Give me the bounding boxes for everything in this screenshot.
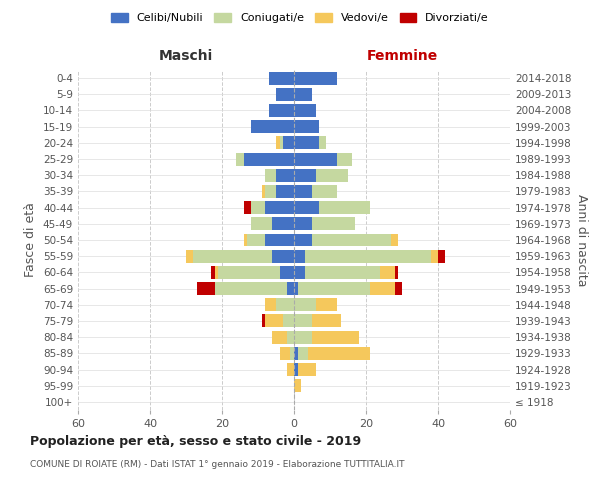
Bar xyxy=(294,282,298,295)
Bar xyxy=(276,88,294,101)
Bar xyxy=(395,282,402,295)
Bar xyxy=(265,169,276,181)
Bar xyxy=(280,136,283,149)
Bar xyxy=(265,234,294,246)
Bar xyxy=(294,201,319,214)
Bar xyxy=(305,250,431,262)
Bar xyxy=(316,169,348,181)
Bar xyxy=(244,234,247,246)
Bar xyxy=(312,234,391,246)
Bar xyxy=(312,185,337,198)
Bar xyxy=(294,72,337,85)
Bar xyxy=(294,185,312,198)
Bar xyxy=(287,363,294,376)
Y-axis label: Fasce di età: Fasce di età xyxy=(25,202,37,278)
Bar xyxy=(294,298,316,311)
Text: Popolazione per età, sesso e stato civile - 2019: Popolazione per età, sesso e stato civil… xyxy=(30,435,361,448)
Bar xyxy=(269,72,294,85)
Bar xyxy=(294,88,312,101)
Bar xyxy=(265,201,294,214)
Legend: Celibi/Nubili, Coniugati/e, Vedovi/e, Divorziati/e: Celibi/Nubili, Coniugati/e, Vedovi/e, Di… xyxy=(107,8,493,28)
Bar xyxy=(280,347,290,360)
Bar xyxy=(265,298,276,311)
Bar xyxy=(294,234,312,246)
Bar xyxy=(276,136,280,149)
Bar xyxy=(380,266,395,279)
Bar xyxy=(294,363,298,376)
Bar xyxy=(305,266,380,279)
Bar xyxy=(294,314,312,328)
Bar xyxy=(294,169,316,181)
Bar xyxy=(294,347,298,360)
Bar xyxy=(269,104,294,117)
Text: Maschi: Maschi xyxy=(159,49,213,63)
Bar xyxy=(251,201,265,214)
Bar xyxy=(283,136,294,149)
Bar xyxy=(370,282,395,295)
Bar xyxy=(294,136,319,149)
Bar xyxy=(276,169,294,181)
Bar xyxy=(294,379,301,392)
Bar xyxy=(294,218,312,230)
Bar xyxy=(312,314,341,328)
Bar xyxy=(316,298,337,311)
Bar xyxy=(294,330,312,344)
Bar xyxy=(215,266,218,279)
Bar xyxy=(272,330,287,344)
Bar xyxy=(272,218,294,230)
Bar xyxy=(262,185,265,198)
Bar xyxy=(280,266,294,279)
Bar xyxy=(247,234,265,246)
Bar xyxy=(391,234,398,246)
Bar xyxy=(265,185,276,198)
Bar xyxy=(218,266,280,279)
Bar xyxy=(287,330,294,344)
Bar xyxy=(312,218,355,230)
Bar xyxy=(312,330,359,344)
Bar xyxy=(287,282,294,295)
Y-axis label: Anni di nascita: Anni di nascita xyxy=(575,194,588,286)
Text: COMUNE DI ROIATE (RM) - Dati ISTAT 1° gennaio 2019 - Elaborazione TUTTITALIA.IT: COMUNE DI ROIATE (RM) - Dati ISTAT 1° ge… xyxy=(30,460,404,469)
Bar xyxy=(215,282,287,295)
Bar xyxy=(298,363,316,376)
Bar xyxy=(272,250,294,262)
Bar xyxy=(276,185,294,198)
Bar xyxy=(319,136,326,149)
Bar xyxy=(319,201,370,214)
Bar xyxy=(244,201,251,214)
Bar xyxy=(298,282,370,295)
Bar xyxy=(294,152,337,166)
Bar xyxy=(298,347,308,360)
Text: Femmine: Femmine xyxy=(367,49,437,63)
Bar xyxy=(193,250,272,262)
Bar xyxy=(294,104,316,117)
Bar xyxy=(337,152,352,166)
Bar xyxy=(251,218,272,230)
Bar xyxy=(294,120,319,133)
Bar xyxy=(438,250,445,262)
Bar xyxy=(431,250,438,262)
Bar xyxy=(283,314,294,328)
Bar xyxy=(251,120,294,133)
Bar xyxy=(186,250,193,262)
Bar xyxy=(262,314,265,328)
Bar xyxy=(236,152,244,166)
Bar xyxy=(294,250,305,262)
Bar xyxy=(290,347,294,360)
Bar xyxy=(265,314,283,328)
Bar xyxy=(197,282,215,295)
Bar xyxy=(294,266,305,279)
Bar xyxy=(211,266,215,279)
Bar xyxy=(276,298,294,311)
Bar xyxy=(395,266,398,279)
Bar xyxy=(244,152,294,166)
Bar xyxy=(308,347,370,360)
